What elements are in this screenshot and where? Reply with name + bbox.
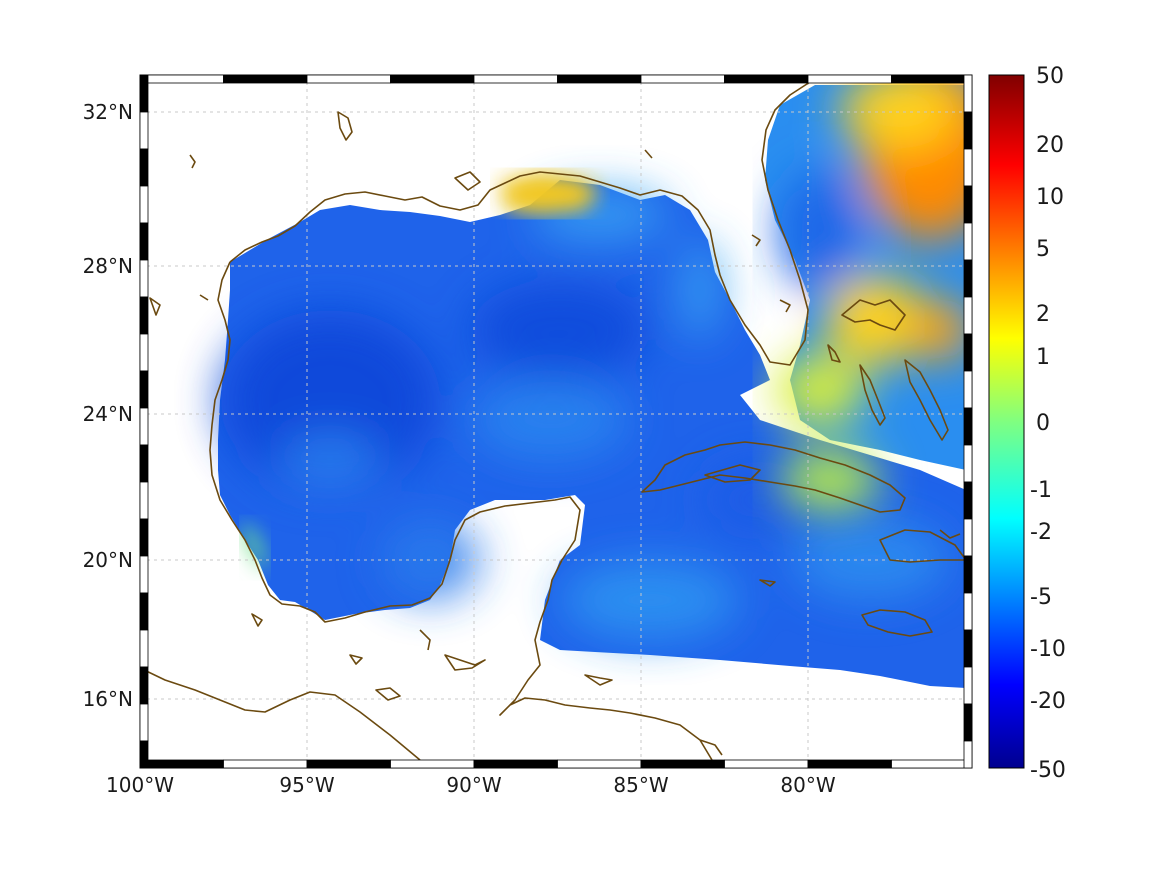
- frame-segment: [963, 111, 973, 150]
- lat-axis-labels: 32°N 28°N 24°N 20°N 16°N: [83, 100, 133, 711]
- frame-segment: [557, 74, 642, 84]
- frame-segment: [223, 759, 308, 769]
- frame-segment: [473, 759, 558, 769]
- lon-tick-label: 100°W: [106, 773, 174, 797]
- frame-segment: [139, 444, 149, 483]
- frame-segment: [963, 444, 973, 483]
- lon-tick-label: 90°W: [446, 773, 501, 797]
- frame-segment: [724, 759, 809, 769]
- lon-tick-label: 85°W: [613, 773, 668, 797]
- colorbar-labels: 50 20 10 5 2 1 0 -1 -2 -5 -10 -20 -50: [1030, 64, 1066, 783]
- data-field-gulf: [218, 172, 966, 688]
- frame-segment: [807, 74, 892, 84]
- frame-segment: [640, 74, 725, 84]
- frame-segment: [473, 74, 558, 84]
- frame-segment: [139, 629, 149, 668]
- colorbar-tick-label: 5: [1036, 237, 1050, 262]
- frame-segment: [963, 259, 973, 298]
- frame-segment: [963, 296, 973, 335]
- frame-segment: [963, 222, 973, 261]
- colorbar-tick-label: -10: [1030, 637, 1066, 662]
- frame-segment: [139, 555, 149, 594]
- frame-segment: [139, 111, 149, 150]
- frame-segment: [963, 481, 973, 520]
- colorbar-tick-label: 20: [1036, 133, 1064, 158]
- colorbar-tick-label: 50: [1036, 64, 1064, 89]
- frame-segment: [963, 592, 973, 631]
- colorbar-tick-label: 1: [1036, 345, 1050, 370]
- lon-tick-label: 95°W: [279, 773, 334, 797]
- frame-segment: [139, 592, 149, 631]
- frame-segment: [963, 370, 973, 409]
- colorbar-tick-label: -1: [1030, 478, 1052, 503]
- frame-segment: [139, 407, 149, 446]
- frame-segment: [139, 518, 149, 557]
- colorbar-tick-label: -50: [1030, 758, 1066, 783]
- colorbar-tick-label: -5: [1030, 585, 1052, 610]
- frame-segment: [306, 74, 391, 84]
- frame-segment: [139, 222, 149, 261]
- data-field-atlantic: [765, 75, 972, 510]
- frame-segment: [963, 629, 973, 668]
- frame-segment: [306, 759, 391, 769]
- lat-tick-label: 24°N: [83, 402, 133, 426]
- lat-tick-label: 32°N: [83, 100, 133, 124]
- frame-segment: [891, 759, 973, 769]
- frame-segment: [963, 703, 973, 742]
- map-frame: [139, 74, 973, 769]
- frame-segment: [963, 518, 973, 557]
- frame-segment: [139, 666, 149, 705]
- frame-segment: [139, 759, 224, 769]
- frame-segment: [139, 148, 149, 187]
- frame-segment: [640, 759, 725, 769]
- frame-segment: [139, 259, 149, 298]
- colorbar-tick-label: -2: [1030, 520, 1052, 545]
- frame-segment: [139, 370, 149, 409]
- frame-segment: [390, 74, 475, 84]
- lon-tick-label: 80°W: [780, 773, 835, 797]
- frame-segment: [963, 185, 973, 224]
- colorbar-gradient: [988, 74, 1025, 769]
- map-panel: [140, 75, 972, 768]
- frame-segment: [139, 333, 149, 372]
- colorbar-tick-label: 10: [1036, 185, 1064, 210]
- lon-axis-labels: 100°W 95°W 90°W 85°W 80°W: [106, 773, 836, 797]
- frame-segment: [963, 555, 973, 594]
- frame-segment: [963, 407, 973, 446]
- lat-tick-label: 20°N: [83, 548, 133, 572]
- frame-segment: [963, 740, 973, 769]
- frame-segment: [139, 185, 149, 224]
- lat-tick-label: 28°N: [83, 254, 133, 278]
- frame-segment: [963, 666, 973, 705]
- frame-segment: [963, 74, 973, 113]
- frame-segment: [557, 759, 642, 769]
- frame-segment: [139, 703, 149, 742]
- frame-segment: [139, 740, 149, 769]
- frame-segment: [390, 759, 475, 769]
- frame-segment: [223, 74, 308, 84]
- colorbar-tick-label: 2: [1036, 302, 1050, 327]
- frame-segment: [891, 74, 973, 84]
- frame-segment: [139, 74, 224, 84]
- frame-segment: [139, 74, 149, 113]
- lat-tick-label: 16°N: [83, 687, 133, 711]
- frame-segment: [963, 148, 973, 187]
- graticule: [140, 75, 972, 768]
- frame-segment: [139, 481, 149, 520]
- colorbar-tick-label: 0: [1036, 411, 1050, 436]
- frame-segment: [807, 759, 892, 769]
- colorbar: 50 20 10 5 2 1 0 -1 -2 -5 -10 -20 -50: [988, 64, 1066, 783]
- frame-segment: [724, 74, 809, 84]
- colorbar-tick-label: -20: [1030, 689, 1066, 714]
- frame-segment: [963, 333, 973, 372]
- frame-segment: [139, 296, 149, 335]
